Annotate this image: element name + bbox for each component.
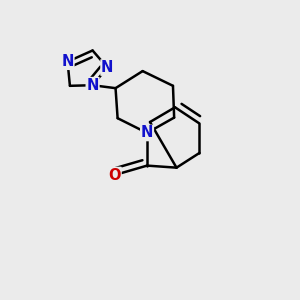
Text: N: N bbox=[101, 60, 113, 75]
Text: O: O bbox=[108, 167, 121, 182]
Text: N: N bbox=[61, 54, 74, 69]
Text: N: N bbox=[86, 78, 99, 93]
Text: N: N bbox=[141, 125, 153, 140]
